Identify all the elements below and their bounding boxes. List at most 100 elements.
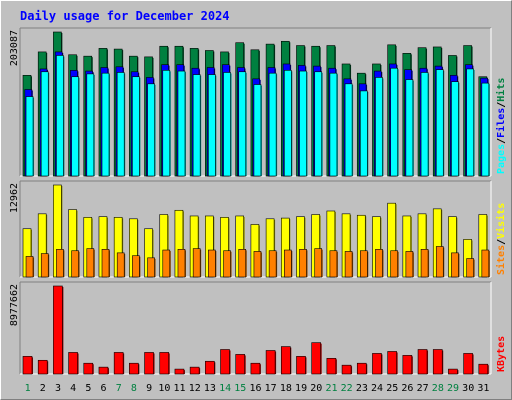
bar-kbytes-31 <box>478 363 489 375</box>
bar-kbytes-26 <box>402 355 413 375</box>
x-tick-label-2: 2 <box>40 383 46 394</box>
bar-kbytes-7 <box>113 352 124 375</box>
bar-sites-29 <box>451 252 459 278</box>
bar-kbytes-21 <box>326 358 337 375</box>
ylabel-part-sep: / <box>496 102 507 108</box>
x-tick-label-15: 15 <box>234 383 246 394</box>
bar-sites-14 <box>223 250 231 278</box>
bar-pages-17 <box>268 72 277 177</box>
bar-kbytes-6 <box>98 366 109 375</box>
bar-pages-16 <box>253 84 262 177</box>
x-tick-label-16: 16 <box>249 383 261 394</box>
bar-sites-13 <box>208 249 216 278</box>
bar-sites-31 <box>481 249 490 278</box>
x-tick-label-4: 4 <box>70 383 76 394</box>
x-tick-label-22: 22 <box>341 383 353 394</box>
bar-kbytes-29 <box>448 368 458 375</box>
chart-title: Daily usage for December 2024 <box>20 9 230 23</box>
bar-sites-9 <box>147 257 155 278</box>
bar-pages-20 <box>314 71 323 177</box>
ylabel-part-hits: Hits <box>495 78 507 102</box>
bar-pages-14 <box>223 72 231 177</box>
x-tick-label-12: 12 <box>189 383 201 394</box>
x-tick-label-1: 1 <box>25 383 31 394</box>
x-tick-label-19: 19 <box>295 383 307 394</box>
bar-sites-25 <box>390 250 398 278</box>
bar-kbytes-19 <box>296 356 306 375</box>
bar-sites-4 <box>71 250 79 278</box>
bar-kbytes-5 <box>83 362 94 375</box>
bar-kbytes-25 <box>387 351 397 375</box>
bar-kbytes-24 <box>372 353 382 375</box>
bar-sites-30 <box>466 258 474 278</box>
bar-sites-11 <box>177 249 186 278</box>
bar-kbytes-11 <box>174 368 185 375</box>
bar-pages-21 <box>329 72 338 177</box>
bar-pages-12 <box>192 74 201 177</box>
x-tick-label-23: 23 <box>356 383 368 394</box>
bar-sites-6 <box>101 249 110 278</box>
bar-sites-18 <box>284 249 292 278</box>
ylabel-part-sites: Sites <box>495 245 507 275</box>
bar-pages-26 <box>405 79 414 177</box>
bar-kbytes-15 <box>235 354 246 375</box>
bar-pages-5 <box>86 73 95 177</box>
ylabel-part-files: Files <box>495 108 507 138</box>
bar-kbytes-4 <box>68 352 78 375</box>
ylabel-part-sep: / <box>496 138 507 144</box>
bar-sites-17 <box>268 250 277 278</box>
x-tick-label-10: 10 <box>158 383 170 394</box>
x-tick-label-20: 20 <box>310 383 322 394</box>
bar-pages-13 <box>208 74 216 177</box>
bar-pages-31 <box>481 82 490 177</box>
x-tick-label-14: 14 <box>219 383 231 394</box>
bar-pages-18 <box>284 70 292 177</box>
bar-kbytes-13 <box>205 360 215 375</box>
bar-pages-1 <box>25 96 34 177</box>
bar-kbytes-1 <box>22 356 33 375</box>
bar-sites-1 <box>25 256 34 278</box>
bar-kbytes-17 <box>265 350 276 375</box>
bar-pages-10 <box>162 70 171 177</box>
x-tick-label-13: 13 <box>204 383 216 394</box>
bar-sites-5 <box>86 248 95 278</box>
bar-sites-19 <box>299 249 307 278</box>
x-tick-label-31: 31 <box>477 383 489 394</box>
x-tick-label-30: 30 <box>462 383 474 394</box>
ylabel-part-visits: Visits <box>495 203 507 239</box>
bar-pages-11 <box>177 70 186 177</box>
bar-sites-2 <box>40 253 49 278</box>
bar-sites-7 <box>116 252 125 278</box>
x-tick-label-21: 21 <box>325 383 337 394</box>
bar-kbytes-20 <box>311 342 321 375</box>
x-tick-label-17: 17 <box>265 383 277 394</box>
bar-sites-21 <box>329 250 338 278</box>
bar-pages-23 <box>359 90 368 177</box>
bar-pages-3 <box>56 55 64 177</box>
bar-pages-2 <box>40 71 49 177</box>
x-tick-label-11: 11 <box>174 383 186 394</box>
x-tick-label-6: 6 <box>101 383 107 394</box>
bar-sites-15 <box>238 249 247 278</box>
bar-pages-25 <box>390 67 398 177</box>
bar-pages-29 <box>451 81 459 177</box>
x-tick-label-3: 3 <box>55 383 61 394</box>
x-tick-label-24: 24 <box>371 383 383 394</box>
bar-pages-28 <box>435 69 444 177</box>
x-tick-label-27: 27 <box>417 383 429 394</box>
bar-pages-7 <box>116 72 125 177</box>
bar-sites-27 <box>420 249 429 278</box>
bar-pages-22 <box>344 83 353 177</box>
bar-sites-28 <box>435 246 444 278</box>
ymax-label-kbytes: 8977662 <box>9 284 20 326</box>
ylabel-part-pages: Pages <box>496 144 507 174</box>
bar-kbytes-14 <box>220 349 230 375</box>
bar-kbytes-3 <box>53 285 63 375</box>
ylabel-part-sep: / <box>496 239 507 245</box>
x-tick-label-28: 28 <box>432 383 444 394</box>
bar-sites-8 <box>132 255 140 278</box>
ymax-label-visits-sites: 12962 <box>9 183 20 213</box>
bar-sites-10 <box>162 249 171 278</box>
bar-sites-20 <box>314 248 323 278</box>
